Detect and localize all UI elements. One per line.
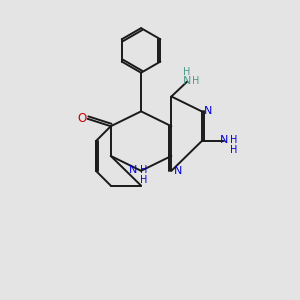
Text: H: H bbox=[140, 175, 148, 185]
Text: O: O bbox=[78, 112, 87, 125]
Text: N: N bbox=[174, 166, 182, 176]
Text: H: H bbox=[140, 165, 148, 175]
Text: H: H bbox=[230, 136, 237, 146]
Text: N: N bbox=[220, 136, 229, 146]
Text: N: N bbox=[183, 76, 191, 86]
Text: H: H bbox=[184, 67, 191, 77]
Text: N: N bbox=[204, 106, 212, 116]
Text: N: N bbox=[129, 165, 137, 175]
Text: H: H bbox=[230, 145, 237, 155]
Text: H: H bbox=[192, 76, 200, 86]
